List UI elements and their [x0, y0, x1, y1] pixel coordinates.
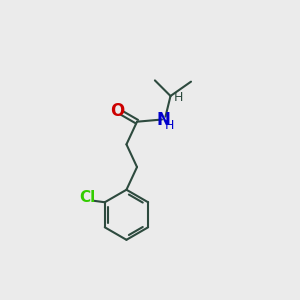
Text: H: H: [174, 91, 183, 104]
Text: O: O: [110, 102, 125, 120]
Text: N: N: [156, 110, 170, 128]
Text: Cl: Cl: [79, 190, 95, 205]
Text: H: H: [165, 119, 175, 132]
